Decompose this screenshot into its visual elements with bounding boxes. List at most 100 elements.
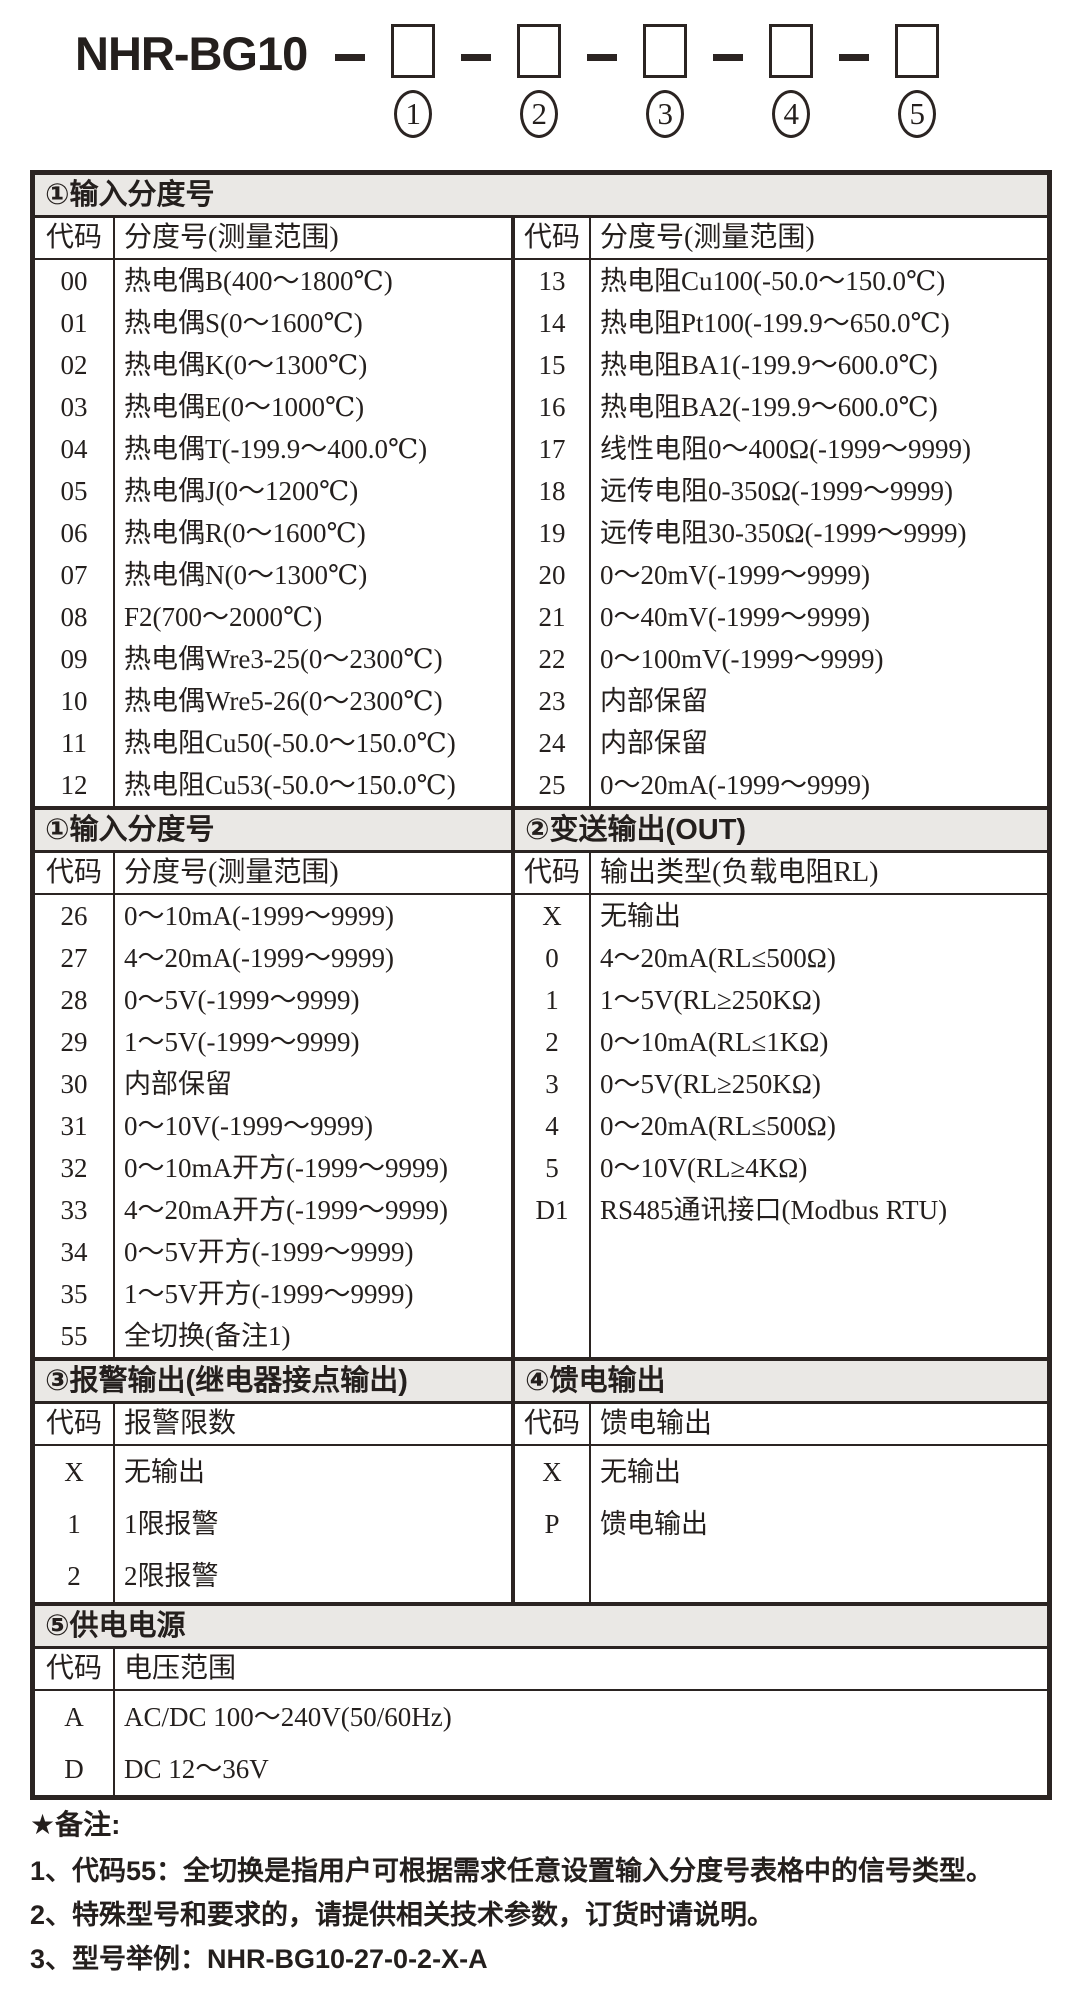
section1-title: ①输入分度号 [45, 179, 215, 211]
code-column-header: 代码 [515, 218, 589, 260]
section2-right-title: ②变送输出(OUT) [525, 814, 747, 846]
desc-cell: 0～20mA(RL≤500Ω) [600, 1111, 836, 1141]
desc-cell: 0～5V开方(-1999～9999) [124, 1237, 414, 1267]
code-column-header: 代码 [35, 1649, 113, 1691]
desc-cell: 热电阻BA1(-199.9～600.0℃) [600, 350, 938, 380]
desc-cell: 热电偶R(0～1600℃) [124, 518, 366, 548]
desc-column-header: 分度号(测量范围) [591, 218, 1047, 260]
code-cell: 03 [60, 392, 88, 422]
code-cell: 34 [60, 1237, 88, 1267]
model-code-box [643, 24, 688, 78]
code-cell: 23 [538, 686, 566, 716]
code-cell: 1 [67, 1509, 81, 1539]
desc-cell: 1～5V开方(-1999～9999) [124, 1279, 414, 1309]
code-cell: X [542, 1457, 562, 1487]
desc-column: 分度号(测量范围) 热电偶B(400～1800℃) 热电偶S(0～1600℃) 热电… [115, 218, 511, 806]
position-number-circle: 3 [646, 90, 685, 138]
code-column: 代码 00 01 02 03 04 05 06 07 08 09 10 11 12 [35, 218, 115, 806]
code-cell: 00 [60, 266, 88, 296]
desc-column: 分度号(测量范围) 0～10mA(-1999～9999) 4～20mA(-1999… [115, 853, 511, 1357]
section1-left-half: 代码 00 01 02 03 04 05 06 07 08 09 10 11 12 分度号(测量范围) … [35, 218, 515, 806]
desc-cell: 无输出 [124, 1457, 205, 1487]
desc-column-header: 报警限数 [115, 1404, 511, 1446]
desc-cell: 热电偶Wre3-25(0～2300℃) [124, 644, 443, 674]
model-position-group: 1 [377, 24, 449, 138]
code-column-header: 代码 [515, 853, 589, 895]
code-cell: 14 [538, 308, 566, 338]
desc-cell: 热电阻Pt100(-199.9～650.0℃) [600, 308, 950, 338]
section3-left-half: 代码 X 1 2 报警限数 无输出 1限报警 2限报警 [35, 1404, 515, 1602]
desc-cell: 内部保留 [600, 728, 708, 758]
model-header: NHR-BG10 1 2 3 4 5 [75, 24, 953, 138]
section2-left-half: 代码 26 27 28 29 30 31 32 33 34 35 55 分度号(测量范围) 0～10… [35, 853, 515, 1357]
code-cell: 08 [60, 602, 88, 632]
code-cell: 33 [60, 1195, 88, 1225]
code-cell: 25 [538, 770, 566, 800]
code-cell: 17 [538, 434, 566, 464]
code-cell: X [64, 1457, 84, 1487]
position-number-circle: 2 [520, 90, 559, 138]
model-position-group: 2 [503, 24, 575, 138]
desc-cell: 线性电阻0～400Ω(-1999～9999) [600, 434, 972, 464]
code-cell: X [542, 901, 562, 931]
desc-cell: 1限报警 [124, 1509, 219, 1539]
code-cell: 20 [538, 560, 566, 590]
code-cell: 3 [545, 1069, 559, 1099]
dash-separator [587, 54, 618, 61]
code-cell: 26 [60, 901, 88, 931]
code-cell: 04 [60, 434, 88, 464]
note-item: 1、代码55：全切换是指用户可根据需求任意设置输入分度号表格中的信号类型。 [30, 1856, 994, 1886]
desc-column: 分度号(测量范围) 热电阻Cu100(-50.0～150.0℃) 热电阻Pt100… [591, 218, 1047, 806]
code-cell: 31 [60, 1111, 88, 1141]
notes-section: ★备注: 1、代码55：全切换是指用户可根据需求任意设置输入分度号表格中的信号类… [30, 1808, 1050, 1974]
desc-cell: 0～10mA开方(-1999～9999) [124, 1153, 448, 1183]
code-cell: 24 [538, 728, 566, 758]
desc-cell: 1～5V(RL≥250KΩ) [600, 985, 821, 1015]
desc-cell: 热电偶Wre5-26(0～2300℃) [124, 686, 443, 716]
note-item: 2、特殊型号和要求的，请提供相关技术参数，订货时请说明。 [30, 1900, 775, 1930]
desc-cell: 热电偶B(400～1800℃) [124, 266, 393, 296]
note-item: 3、型号举例：NHR-BG10-27-0-2-X-A [30, 1944, 488, 1974]
desc-cell: 0～5V(-1999～9999) [124, 985, 360, 1015]
desc-cell: 0～10mA(-1999～9999) [124, 901, 394, 931]
model-position-group: 5 [881, 24, 953, 138]
model-position-group: 4 [755, 24, 827, 138]
code-cell: 10 [60, 686, 88, 716]
code-cell: 07 [60, 560, 88, 590]
model-code-box [769, 24, 814, 78]
desc-cell: 4～20mA(-1999～9999) [124, 943, 394, 973]
desc-cell: 内部保留 [124, 1069, 232, 1099]
code-cell: 35 [60, 1279, 88, 1309]
code-cell: 13 [538, 266, 566, 296]
section3-right-title: ④馈电输出 [525, 1365, 666, 1397]
code-column-header: 代码 [35, 1404, 113, 1446]
desc-column: 电压范围 AC/DC 100～240V(50/60Hz) DC 12～36V [115, 1649, 1047, 1795]
desc-column-header: 馈电输出 [591, 1404, 1047, 1446]
code-cell: 02 [60, 350, 88, 380]
desc-cell: AC/DC 100～240V(50/60Hz) [124, 1702, 452, 1732]
code-cell: 0 [545, 943, 559, 973]
code-cell: 19 [538, 518, 566, 548]
desc-cell: 馈电输出 [600, 1509, 708, 1539]
desc-cell: 热电阻BA2(-199.9～600.0℃) [600, 392, 938, 422]
code-column: 代码 13 14 15 16 17 18 19 20 21 22 23 24 25 [515, 218, 591, 806]
code-cell: A [64, 1702, 84, 1732]
code-cell: 28 [60, 985, 88, 1015]
dash-separator [335, 54, 366, 61]
position-number-circle: 4 [772, 90, 811, 138]
section1-band: ①输入分度号 [35, 175, 1047, 218]
desc-cell: 2限报警 [124, 1561, 219, 1591]
desc-cell: 全切换(备注1) [124, 1321, 291, 1351]
code-column-header: 代码 [35, 853, 113, 895]
code-cell: 06 [60, 518, 88, 548]
desc-cell: 0～10V(RL≥4KΩ) [600, 1153, 808, 1183]
desc-cell: 热电偶E(0～1000℃) [124, 392, 365, 422]
code-column: 代码 26 27 28 29 30 31 32 33 34 35 55 [35, 853, 115, 1357]
desc-cell: 0～100mV(-1999～9999) [600, 644, 884, 674]
section2-body: 代码 26 27 28 29 30 31 32 33 34 35 55 分度号(测量范围) 0～10… [35, 853, 1047, 1357]
code-cell: 21 [538, 602, 566, 632]
section3-band: ③报警输出(继电器接点输出) ④馈电输出 [35, 1357, 1047, 1404]
section5-band: ⑤供电电源 [35, 1602, 1047, 1649]
